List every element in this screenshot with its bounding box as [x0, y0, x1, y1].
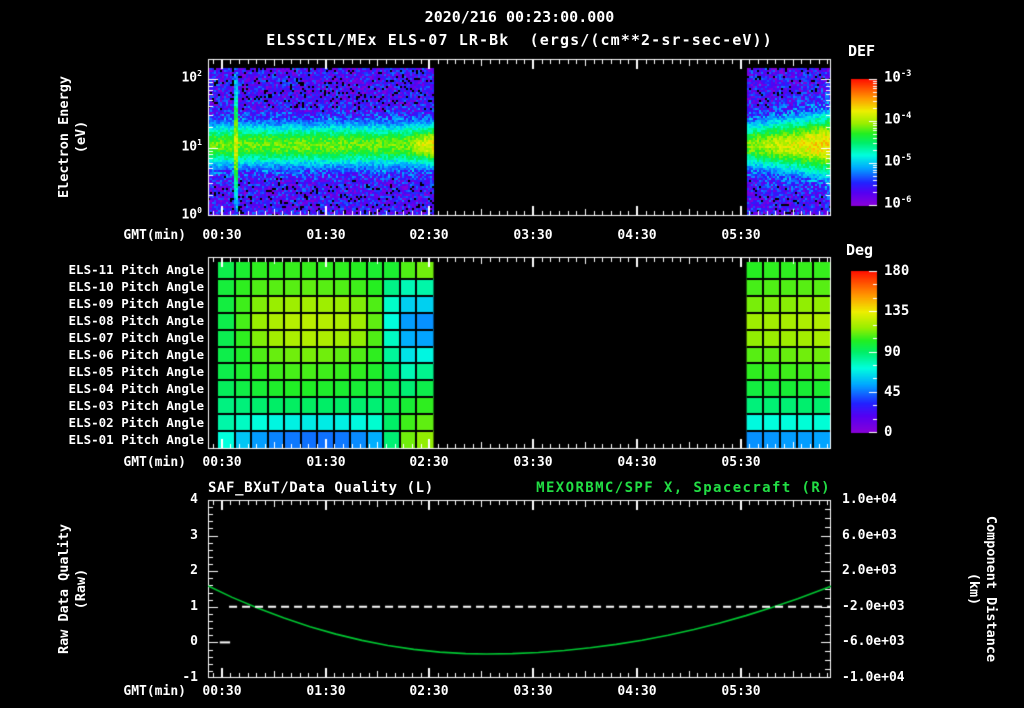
- energy-axis-tick-label: 101: [181, 138, 202, 155]
- energy-axis-title-line2: (eV): [73, 120, 89, 154]
- def-colorbar-label: DEF: [848, 42, 876, 60]
- quality-axis-title-line2: (Raw): [73, 568, 89, 610]
- x-tick-label-row3: 00:30: [202, 684, 242, 699]
- energy-axis-title-line1: Electron Energy: [56, 76, 72, 198]
- distance-axis-tick-label: -2.0e+03: [842, 599, 905, 614]
- pitch-row-label: ELS-03 Pitch Angle: [68, 398, 204, 413]
- quality-axis-tick-label: 3: [190, 528, 198, 543]
- distance-axis-tick-label: 2.0e+03: [842, 563, 897, 578]
- def-tick-label: 10-4: [884, 111, 912, 128]
- energy-axis-title: Electron Energy (eV): [56, 45, 90, 229]
- quality-axis-tick-label: 0: [190, 634, 198, 649]
- distance-axis-title: Component Distance (km): [965, 497, 999, 681]
- deg-tick-label: 0: [884, 424, 893, 440]
- x-tick-label-row3: 04:30: [617, 684, 657, 699]
- deg-colorbar-label: Deg: [846, 241, 874, 259]
- x-tick-label-row1: 03:30: [513, 228, 553, 243]
- x-tick-label-row3: 05:30: [721, 684, 761, 699]
- quality-axis-title-line1: Raw Data Quality: [56, 523, 72, 655]
- pitch-row-label: ELS-07 Pitch Angle: [68, 330, 204, 345]
- x-tick-label-row2: 04:30: [617, 455, 657, 470]
- x-tick-label-row2: 05:30: [721, 455, 761, 470]
- quality-axis-tick-label: 4: [190, 492, 198, 507]
- distance-axis-title-line2: (km): [966, 572, 982, 606]
- def-tick-label: 10-6: [884, 195, 912, 212]
- def-tick-label: 10-5: [884, 153, 912, 170]
- timestamp-title: 2020/216 00:23:00.000: [424, 8, 615, 26]
- x-tick-label-row1: 00:30: [202, 228, 242, 243]
- x-tick-label-row1: 01:30: [306, 228, 346, 243]
- distance-axis-tick-label: -1.0e+04: [842, 670, 905, 685]
- gmt-label-top: GMT(min): [123, 228, 186, 243]
- distance-axis-title-line1: Component Distance: [983, 515, 999, 663]
- pitch-row-label: ELS-09 Pitch Angle: [68, 296, 204, 311]
- distance-axis-tick-label: 6.0e+03: [842, 528, 897, 543]
- distance-axis-tick-label: 1.0e+04: [842, 492, 897, 507]
- pitch-row-label: ELS-08 Pitch Angle: [68, 313, 204, 328]
- deg-tick-label: 180: [884, 263, 910, 279]
- energy-axis-tick-label: 100: [181, 206, 202, 223]
- pitch-row-label: ELS-04 Pitch Angle: [68, 381, 204, 396]
- x-tick-label-row3: 03:30: [513, 684, 553, 699]
- def-tick-label: 10-3: [884, 69, 912, 86]
- quality-axis-tick-label: 1: [190, 599, 198, 614]
- energy-axis-tick-label: 102: [181, 69, 202, 86]
- quality-title: SAF_BXuT/Data Quality (L): [208, 480, 434, 496]
- x-tick-label-row2: 01:30: [306, 455, 346, 470]
- deg-tick-label: 135: [884, 303, 910, 319]
- quality-axis-tick-label: 2: [190, 563, 198, 578]
- quality-axis-title: Raw Data Quality (Raw): [56, 497, 90, 681]
- x-tick-label-row2: 00:30: [202, 455, 242, 470]
- deg-tick-label: 45: [884, 384, 901, 400]
- x-tick-label-row1: 04:30: [617, 228, 657, 243]
- pitch-row-label: ELS-02 Pitch Angle: [68, 415, 204, 430]
- pitch-row-label: ELS-11 Pitch Angle: [68, 262, 204, 277]
- spectrogram-title: ELSSCIL/MEx ELS-07 LR-Bk (ergs/(cm**2-sr…: [266, 31, 773, 49]
- gmt-label-bottom: GMT(min): [123, 684, 186, 699]
- pitch-row-label: ELS-06 Pitch Angle: [68, 347, 204, 362]
- x-tick-label-row2: 02:30: [409, 455, 449, 470]
- gmt-label-middle: GMT(min): [123, 455, 186, 470]
- x-tick-label-row2: 03:30: [513, 455, 553, 470]
- pitch-row-label: ELS-10 Pitch Angle: [68, 279, 204, 294]
- deg-tick-label: 90: [884, 344, 901, 360]
- x-tick-label-row3: 02:30: [409, 684, 449, 699]
- x-tick-label-row1: 02:30: [409, 228, 449, 243]
- pitch-row-label: ELS-05 Pitch Angle: [68, 364, 204, 379]
- distance-axis-tick-label: -6.0e+03: [842, 634, 905, 649]
- distance-title: MEXORBMC/SPF X, Spacecraft (R): [536, 480, 831, 496]
- quality-axis-tick-label: -1: [182, 670, 198, 685]
- pitch-row-label: ELS-01 Pitch Angle: [68, 432, 204, 447]
- x-tick-label-row1: 05:30: [721, 228, 761, 243]
- x-tick-label-row3: 01:30: [306, 684, 346, 699]
